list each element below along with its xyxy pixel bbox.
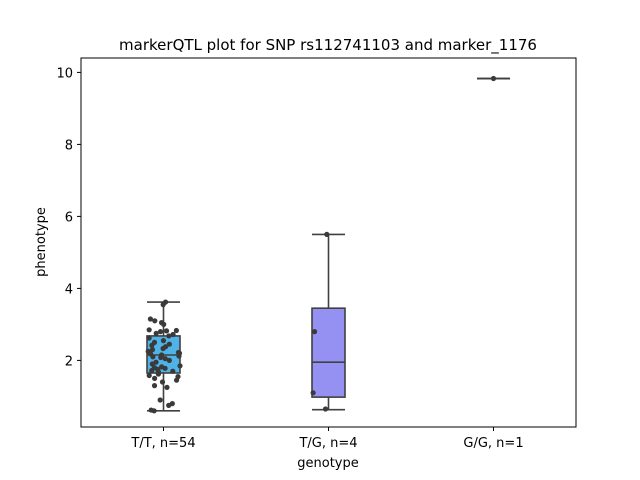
data-point [166, 333, 172, 339]
data-point [159, 379, 166, 385]
data-point [490, 75, 497, 82]
data-point [149, 367, 155, 374]
data-point [151, 408, 157, 414]
data-point [157, 397, 163, 403]
data-point [150, 354, 156, 360]
data-point [173, 377, 180, 383]
data-point [324, 231, 330, 237]
data-point [162, 299, 169, 305]
data-point [163, 328, 170, 334]
y-tick-label: 8 [65, 138, 73, 153]
box-2 [311, 233, 346, 411]
chart-title: markerQTL plot for SNP rs112741103 and m… [119, 36, 537, 55]
data-point [155, 371, 162, 377]
data-point [177, 363, 183, 369]
y-tick-label: 2 [65, 354, 73, 369]
y-tick-label: 4 [65, 282, 73, 297]
y-tick-label: 10 [56, 66, 73, 81]
data-point [176, 353, 182, 359]
data-point [173, 327, 179, 334]
y-axis: 2 4 6 8 10 [56, 66, 81, 369]
data-point [170, 368, 176, 374]
data-point [164, 384, 170, 390]
data-point [162, 365, 168, 371]
data-point [160, 345, 166, 352]
data-point [310, 390, 316, 396]
point-group [145, 75, 497, 414]
x-axis-label: genotype [297, 456, 358, 471]
data-point [161, 321, 167, 327]
data-point [149, 342, 155, 348]
x-axis: T/T, n=54 T/G, n=4 G/G, n=1 [130, 427, 524, 451]
x-tick-label: T/G, n=4 [298, 436, 357, 451]
x-tick-label: T/T, n=54 [130, 436, 195, 451]
data-point [166, 341, 172, 347]
data-point [146, 372, 152, 379]
data-point [149, 347, 156, 353]
data-point [166, 402, 172, 408]
data-point [158, 354, 164, 361]
data-point [170, 331, 176, 338]
data-point [311, 329, 318, 335]
box-iqr [311, 307, 346, 398]
data-point [160, 338, 167, 344]
data-point [146, 335, 152, 341]
data-point [153, 330, 159, 336]
data-point [166, 357, 172, 363]
y-axis-label: phenotype [34, 207, 49, 277]
data-point [162, 356, 168, 362]
data-point [152, 318, 158, 324]
data-point [152, 375, 158, 381]
data-point [151, 383, 158, 389]
data-point [147, 316, 154, 322]
y-tick-label: 6 [65, 210, 73, 225]
x-tick-label: G/G, n=1 [463, 436, 523, 451]
data-point [157, 329, 164, 335]
data-point [322, 406, 329, 412]
data-point [146, 327, 152, 333]
